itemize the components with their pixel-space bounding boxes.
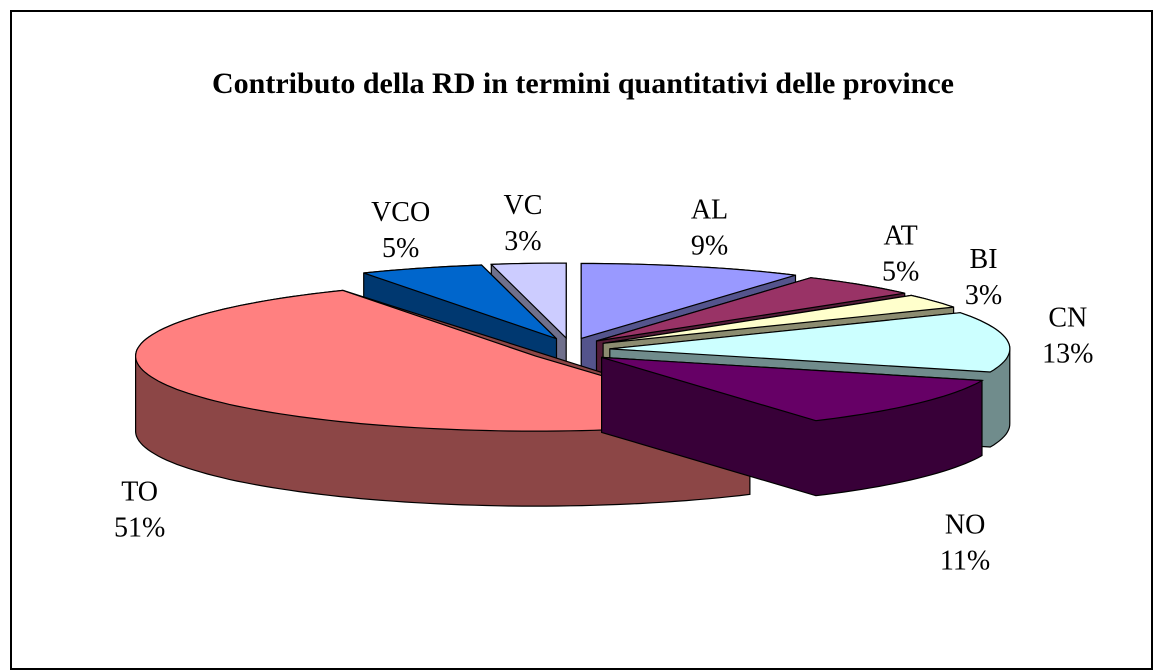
slice-top bbox=[580, 262, 796, 340]
chart-title: Contributo della RD in termini quantitat… bbox=[212, 67, 954, 100]
slice-value-label: 13% bbox=[1042, 339, 1093, 370]
slice-label: AL bbox=[691, 194, 728, 225]
slice-top bbox=[489, 262, 567, 340]
page: Contributo della RD in termini quantitat… bbox=[10, 10, 1153, 670]
slice-value-label: 51% bbox=[114, 512, 165, 543]
slice-value-label: 3% bbox=[504, 226, 541, 257]
slice-top bbox=[609, 312, 1011, 373]
slice-label: VCO bbox=[371, 197, 430, 228]
slice-top bbox=[363, 264, 557, 340]
slice-label: VC bbox=[503, 190, 542, 221]
slice-top bbox=[603, 294, 954, 344]
slice-value-label: 3% bbox=[965, 280, 1002, 311]
slice-label: BI bbox=[970, 244, 998, 275]
slice-label: TO bbox=[121, 476, 158, 507]
slice-label: AT bbox=[884, 221, 918, 252]
slice-value-label: 5% bbox=[882, 257, 919, 288]
slice-label: CN bbox=[1048, 303, 1087, 334]
slice-value-label: 9% bbox=[691, 230, 728, 261]
pie-slice bbox=[601, 356, 985, 497]
chart: AL 9% AT 5% BI 3% CN 13% NO 11% TO 51% VCO 5% VC 3% bbox=[114, 190, 1093, 576]
slice-top bbox=[596, 277, 905, 342]
pie-slice bbox=[134, 289, 751, 507]
slice-value-label: 11% bbox=[940, 545, 990, 576]
slice-top bbox=[134, 289, 751, 432]
slice-value-label: 5% bbox=[382, 233, 419, 264]
slice-top bbox=[601, 356, 985, 422]
slice-label: NO bbox=[945, 509, 985, 540]
